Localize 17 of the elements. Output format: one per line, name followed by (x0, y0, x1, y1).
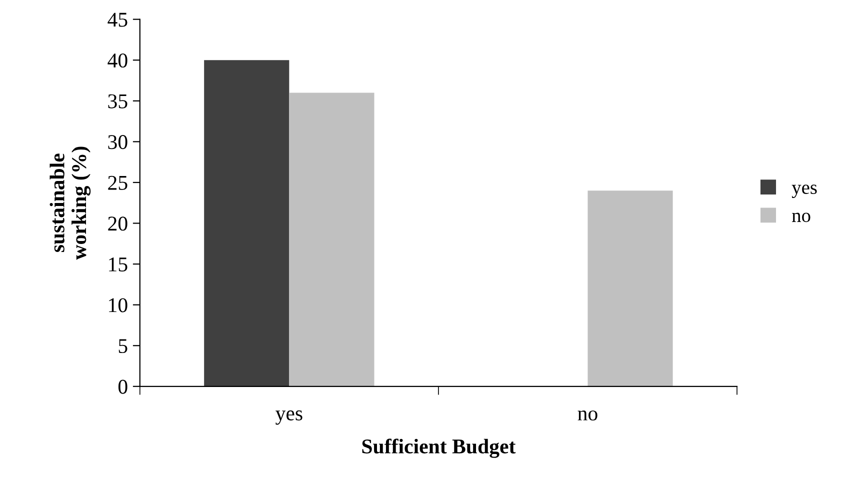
legend-label: no (792, 212, 810, 222)
y-tick-label: 5 (118, 339, 128, 354)
x-axis-title: Sufficient Budget (362, 438, 516, 458)
y-tick-label: 35 (108, 94, 128, 108)
y-tick-label: 30 (108, 135, 128, 150)
y-tick-label: 10 (109, 298, 128, 312)
bar (588, 190, 673, 386)
y-tick-label: 15 (109, 258, 128, 272)
y-tick-label: 40 (108, 53, 128, 68)
y-tick-label: 25 (108, 176, 128, 190)
bar (204, 60, 290, 386)
legend-label: yes (792, 184, 817, 198)
y-tick-label: 20 (108, 216, 128, 231)
bar (289, 92, 374, 386)
y-tick-label: 45 (108, 12, 128, 27)
y-axis-title: sustainable working (%) (50, 146, 91, 260)
y-tick-label: 0 (118, 380, 128, 394)
